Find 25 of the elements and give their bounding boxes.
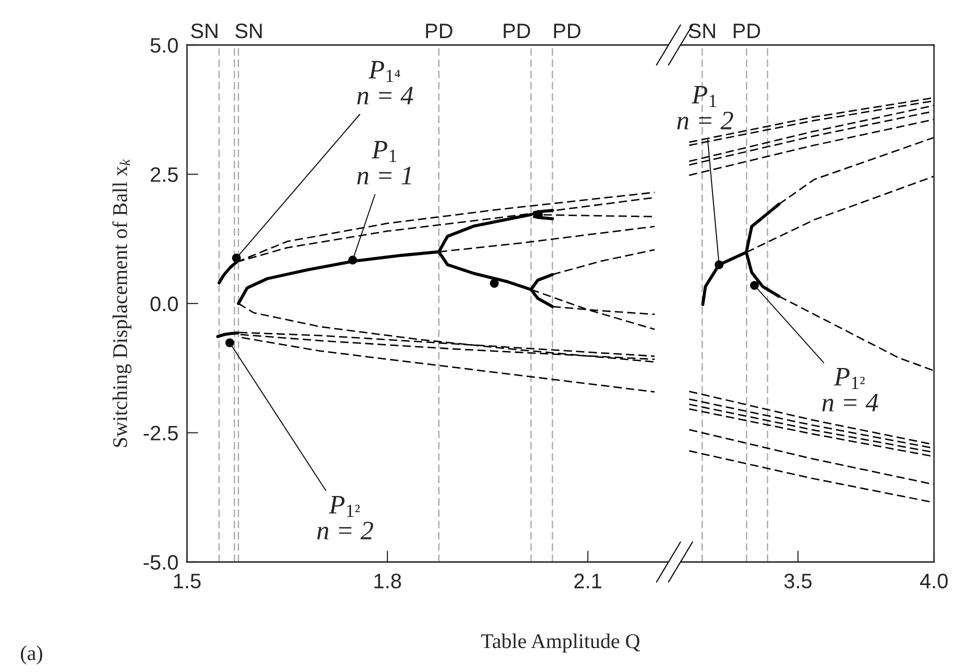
y-tick-label: 0.0 xyxy=(150,296,178,312)
annotation: P$_{1⁴}$ n = 4 xyxy=(357,61,414,104)
x-axis-title: Table Amplitude Q xyxy=(481,634,640,652)
x-tick-label: 4.0 xyxy=(920,574,948,588)
x-tick-label: 1.5 xyxy=(174,574,201,588)
annotation: P$_{1}$ n = 2 xyxy=(677,86,734,130)
y-axis-title: Switching Displacement of Ball x$_{k}$ xyxy=(112,159,132,447)
ref-line-label: PD xyxy=(554,24,580,38)
y-tick-label: 5.0 xyxy=(150,38,178,53)
x-tick-label: 1.8 xyxy=(374,574,401,588)
ref-line-label: PD xyxy=(734,24,760,38)
ref-line-label: SN xyxy=(191,24,218,38)
ref-line-label: SN xyxy=(688,24,715,38)
annotation: P$_{1²}$ n = 4 xyxy=(822,368,878,412)
annotation: P$_{1²}$ n = 2 xyxy=(317,496,374,540)
ref-line-label: SN xyxy=(235,24,262,38)
x-tick-label: 2.1 xyxy=(574,574,602,588)
y-tick-label: -5.0 xyxy=(144,555,178,570)
annotation: P$_{1}$ n = 1 xyxy=(357,141,411,184)
ref-line-label: PD xyxy=(426,24,452,38)
y-tick-label: -2.5 xyxy=(144,426,178,441)
ref-line-label: PD xyxy=(504,24,530,38)
x-tick-label: 3.5 xyxy=(784,574,812,588)
y-tick-label: 2.5 xyxy=(150,167,178,182)
text: (a) xyxy=(20,646,42,664)
